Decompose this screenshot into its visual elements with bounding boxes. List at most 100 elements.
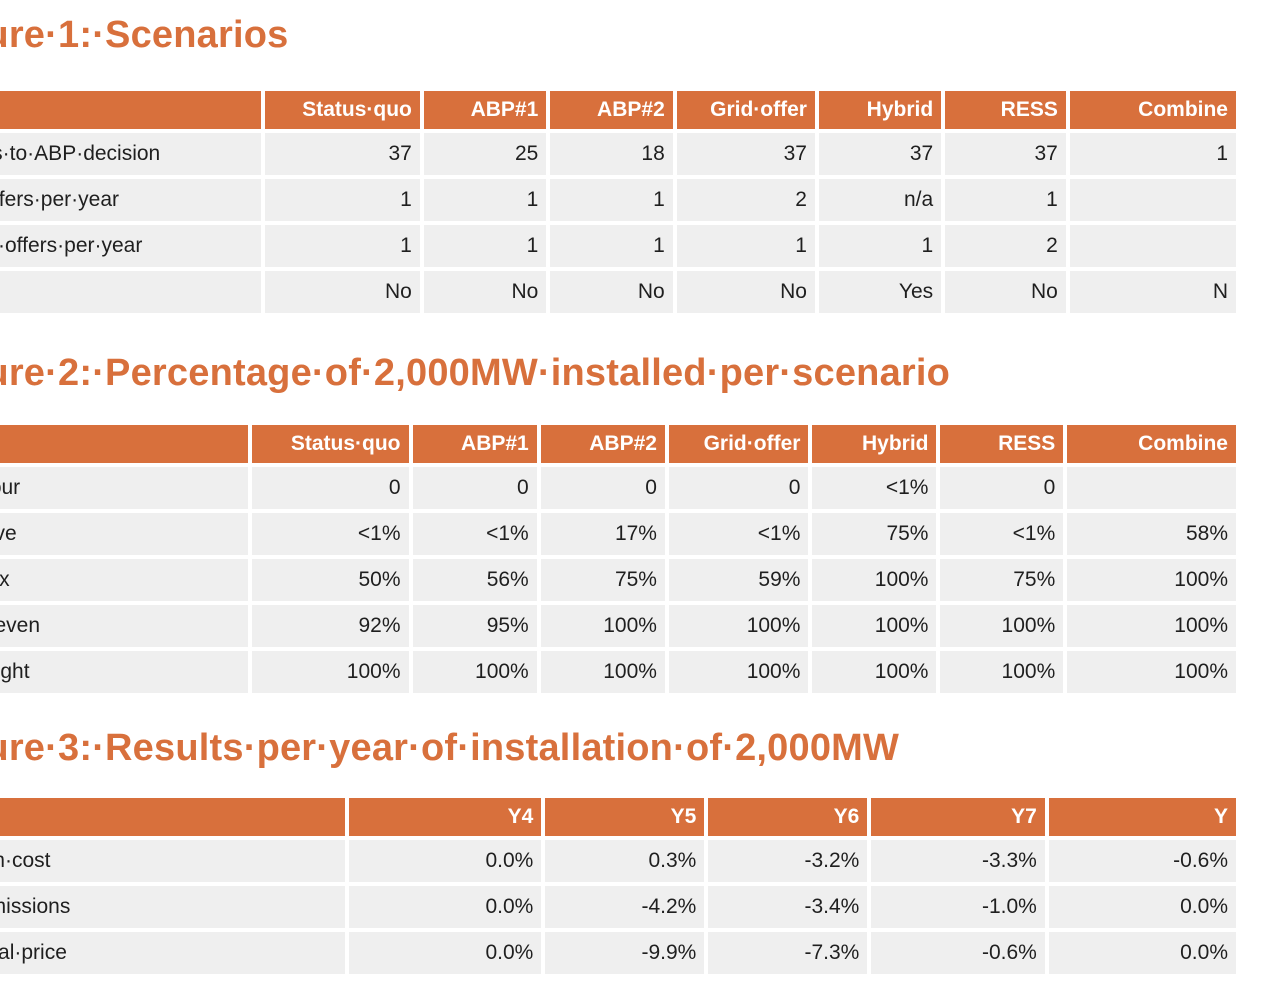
row-label: r·eight [0, 651, 248, 693]
row-label: tem·cost [0, 840, 346, 882]
table-row: r·eight100%100%100%100%100%100%100% [0, 651, 1236, 693]
table-row: r·six50%56%75%59%100%75%100% [0, 559, 1236, 601]
column-header: RESS [940, 425, 1064, 463]
table-cell: 0 [540, 467, 665, 509]
table-cell: -9.9% [545, 932, 705, 974]
column-header: Grid·offer [676, 91, 815, 129]
table-cell: 1 [818, 225, 942, 267]
table-cell: 100% [668, 605, 809, 647]
column-header: Y [1048, 798, 1236, 836]
table-cell: -7.3% [708, 932, 868, 974]
table-cell: 0.0% [1048, 886, 1236, 928]
table-cell: 37 [945, 133, 1066, 175]
figure-2-title: gure·2:·Percentage·of·2,000MW·installed·… [0, 352, 951, 394]
table-cell: 100% [412, 651, 537, 693]
column-header: ABP#1 [412, 425, 537, 463]
table-cell: 0 [940, 467, 1064, 509]
table-cell: 100% [540, 651, 665, 693]
table-cell: 1 [945, 179, 1066, 221]
table-cell: 37 [818, 133, 942, 175]
table-cell: 1 [423, 179, 547, 221]
table-cell: 0.0% [349, 840, 542, 882]
table-cell: 1 [423, 225, 547, 267]
column-header: Combine [1067, 425, 1236, 463]
column-header: Grid·offer [668, 425, 809, 463]
column-header: Y5 [545, 798, 705, 836]
table-cell: No [264, 271, 420, 313]
table-cell: 100% [812, 605, 937, 647]
column-header: Combine [1069, 91, 1236, 129]
header-row: Y4 Y5 Y6 Y7 Y [0, 798, 1236, 836]
table-cell: -4.2% [545, 886, 705, 928]
row-label: ·emissions [0, 886, 346, 928]
column-header: Y6 [708, 798, 868, 836]
column-header: Status·quo [264, 91, 420, 129]
table-cell: <1% [940, 513, 1064, 555]
table-cell: 0.3% [545, 840, 705, 882]
table-cell: Yes [818, 271, 942, 313]
table-cell: 1 [264, 179, 420, 221]
table-cell: 100% [1067, 651, 1236, 693]
table-cell: 100% [812, 559, 937, 601]
table-row: ridNoNoNoNoYesNoN [0, 271, 1236, 313]
table-cell: 0.0% [1048, 932, 1236, 974]
row-label: r·seven [0, 605, 248, 647]
table-cell: 18 [550, 133, 673, 175]
column-header: Status·quo [251, 425, 409, 463]
table-cell: 0 [668, 467, 809, 509]
corner-header-cell [0, 91, 261, 129]
row-label: r·six [0, 559, 248, 601]
table-cell: 25 [423, 133, 547, 175]
header-row: Status·quo ABP#1 ABP#2 Grid·offer Hybrid RESS… [0, 91, 1236, 129]
table-cell: 92% [251, 605, 409, 647]
table-cell: 17% [540, 513, 665, 555]
table-cell: 0.0% [349, 886, 542, 928]
table-cell: -3.3% [871, 840, 1045, 882]
table-cell: No [550, 271, 673, 313]
table-cell [1067, 467, 1236, 509]
row-label: eks·to·ABP·decision [0, 133, 261, 175]
percentage-installed-table: Status·quo ABP#1 ABP#2 Grid·offer Hybrid RESS… [0, 421, 1240, 697]
column-header: Hybrid [818, 91, 942, 129]
table-cell: 50% [251, 559, 409, 601]
table-cell: 1 [550, 225, 673, 267]
table-cell: 100% [940, 651, 1064, 693]
table-cell: 2 [945, 225, 1066, 267]
table-cell: 56% [412, 559, 537, 601]
table-cell: -0.6% [871, 932, 1045, 974]
table-cell: 0 [251, 467, 409, 509]
results-per-year-table: Y4Y5Y6Y7Ytem·cost0.0%0.3%-3.2%-3.3%-0.6%… [0, 794, 1240, 978]
table-cell: 0 [412, 467, 537, 509]
row-label: rid [0, 271, 261, 313]
table-cell: -0.6% [1048, 840, 1236, 882]
table-cell: 1 [550, 179, 673, 221]
corner-header-cell [0, 425, 248, 463]
table-cell: No [423, 271, 547, 313]
table-cell: -1.0% [871, 886, 1045, 928]
row-label: l·offers·per·year [0, 179, 261, 221]
column-header: ABP#2 [550, 91, 673, 129]
table-cell: 37 [264, 133, 420, 175]
table-row: r·five<1%<1%17%<1%75%<1%58% [0, 513, 1236, 555]
table-cell: 100% [1067, 605, 1236, 647]
table-cell: <1% [812, 467, 937, 509]
table-cell [1069, 179, 1236, 221]
table-cell: 100% [251, 651, 409, 693]
table-cell: 59% [668, 559, 809, 601]
table-cell: No [676, 271, 815, 313]
table-cell: 58% [1067, 513, 1236, 555]
table-cell: 37 [676, 133, 815, 175]
table-cell: -3.2% [708, 840, 868, 882]
corner-header-cell [0, 798, 346, 836]
row-label: SS·offers·per·year [0, 225, 261, 267]
table-cell: 75% [540, 559, 665, 601]
table-cell: n/a [818, 179, 942, 221]
table-row: r·seven92%95%100%100%100%100%100% [0, 605, 1236, 647]
column-header: RESS [945, 91, 1066, 129]
table-cell: 75% [812, 513, 937, 555]
table-row: r·four0000<1%0 [0, 467, 1236, 509]
